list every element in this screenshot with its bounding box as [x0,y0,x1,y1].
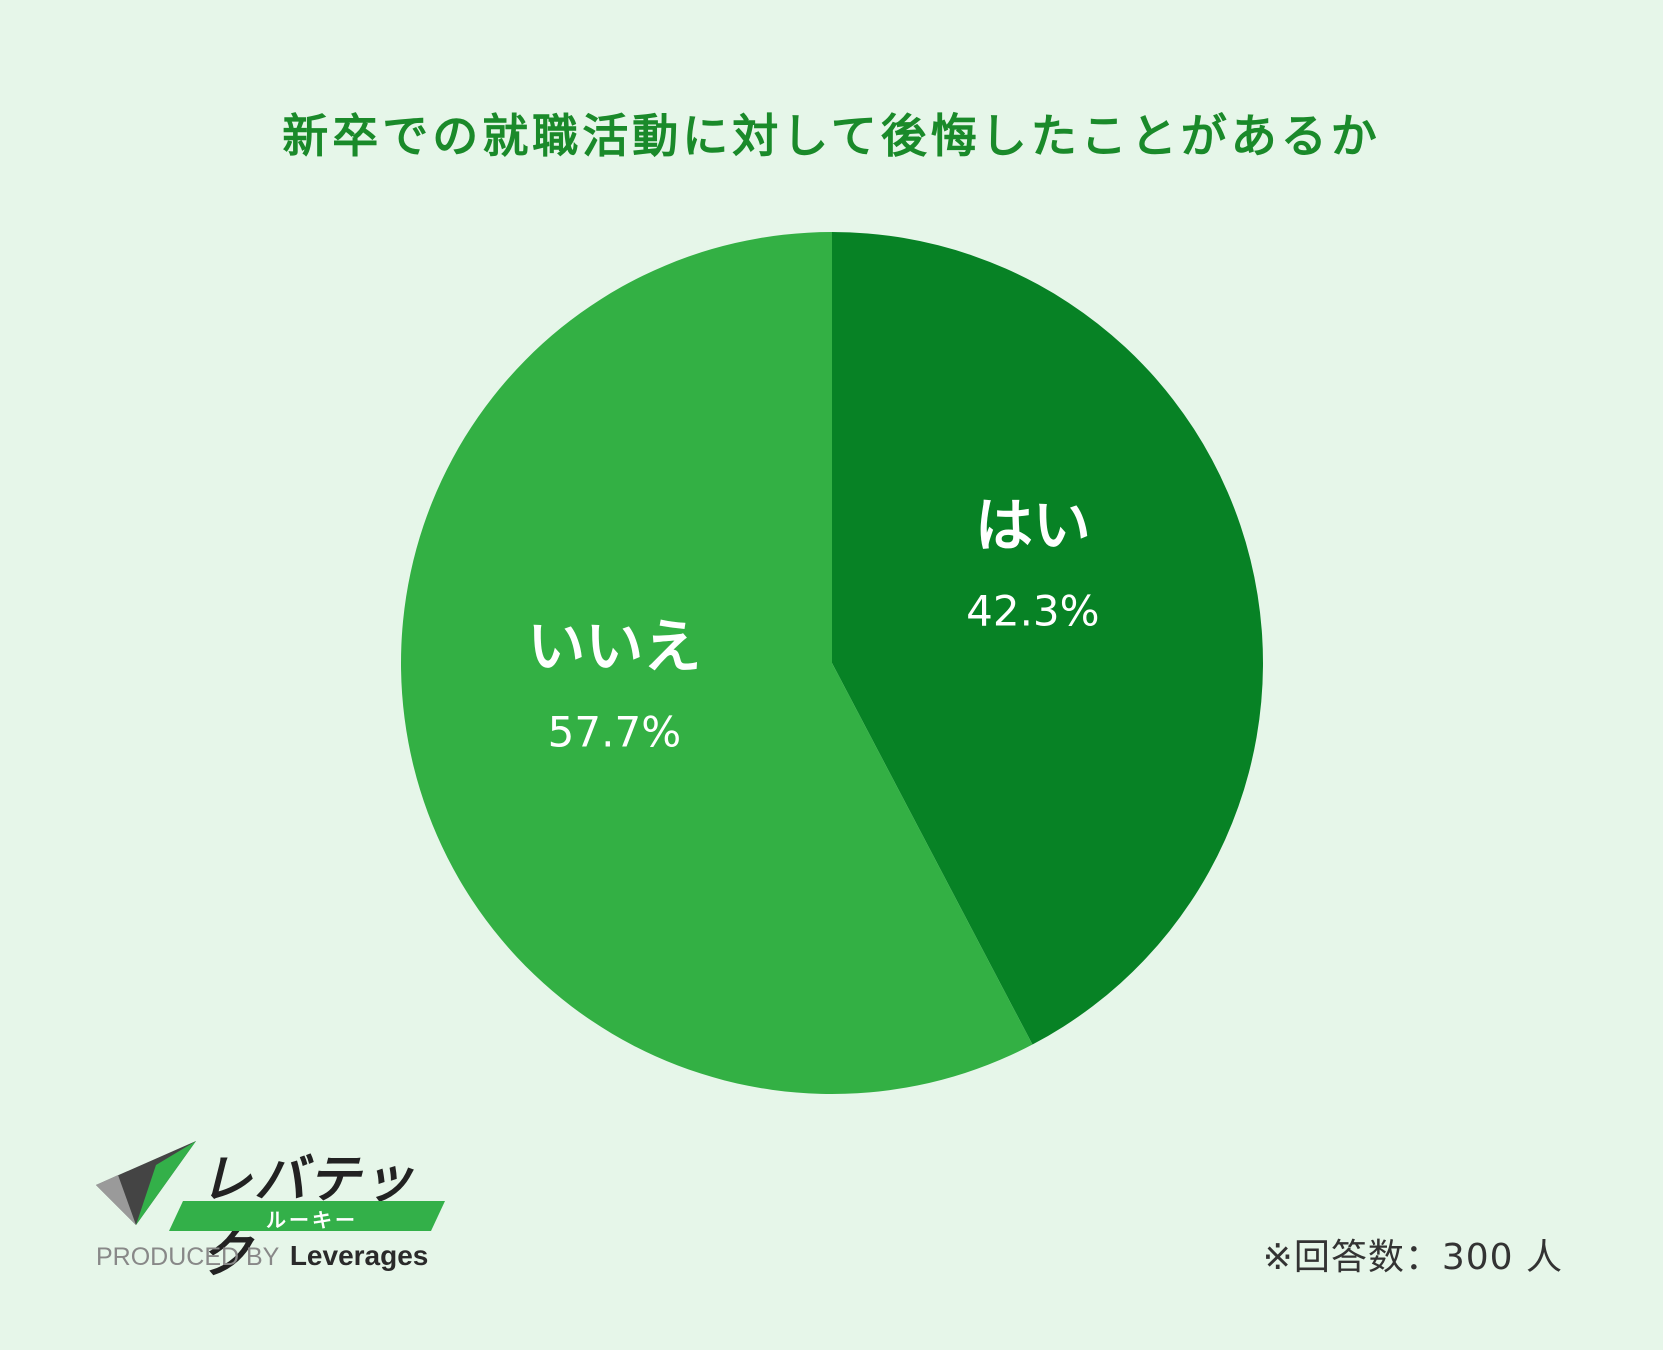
pie-slice-0 [832,232,1263,1045]
logo-brand-text: レバテック [200,1150,417,1285]
slice-label-1: いいえ [527,613,701,681]
logo-sub-text: ルーキー [266,1208,358,1232]
leverages-brand: Leverages [289,1240,429,1271]
slice-value-0: 42.3% [966,586,1099,635]
slice-label-0: はい [975,491,1091,559]
pie-slice-1 [400,232,1033,1094]
chart-title: 新卒での就職活動に対して後悔したことがあるか [282,109,1381,163]
produced-by-text: PRODUCED BY [96,1243,280,1271]
slice-value-1: 57.7% [548,708,681,757]
response-count-note: ※回答数：300 人 [1262,1237,1563,1278]
levtech-rookie-logo: レバテック ルーキー PRODUCED BY Leverages [96,1135,456,1285]
produced-by-line: PRODUCED BY Leverages [96,1240,428,1272]
checkmark-icon [96,1141,196,1225]
